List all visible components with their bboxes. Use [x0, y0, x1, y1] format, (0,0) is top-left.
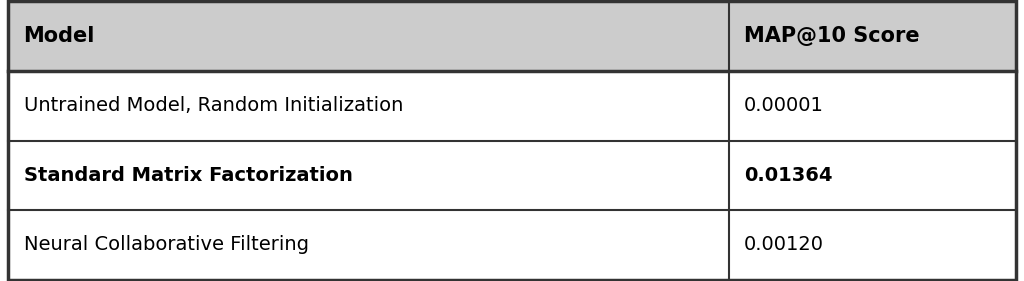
- Text: Untrained Model, Random Initialization: Untrained Model, Random Initialization: [24, 96, 402, 115]
- Bar: [8, 140, 1016, 210]
- Text: 0.00001: 0.00001: [744, 96, 824, 115]
- Text: Model: Model: [24, 26, 95, 46]
- Bar: [8, 1, 1016, 71]
- Text: 0.01364: 0.01364: [744, 166, 833, 185]
- Text: 0.00120: 0.00120: [744, 235, 824, 254]
- Text: MAP@10 Score: MAP@10 Score: [744, 26, 920, 46]
- Bar: [8, 71, 1016, 140]
- Bar: [8, 210, 1016, 280]
- Text: Standard Matrix Factorization: Standard Matrix Factorization: [24, 166, 352, 185]
- Text: Neural Collaborative Filtering: Neural Collaborative Filtering: [24, 235, 308, 254]
